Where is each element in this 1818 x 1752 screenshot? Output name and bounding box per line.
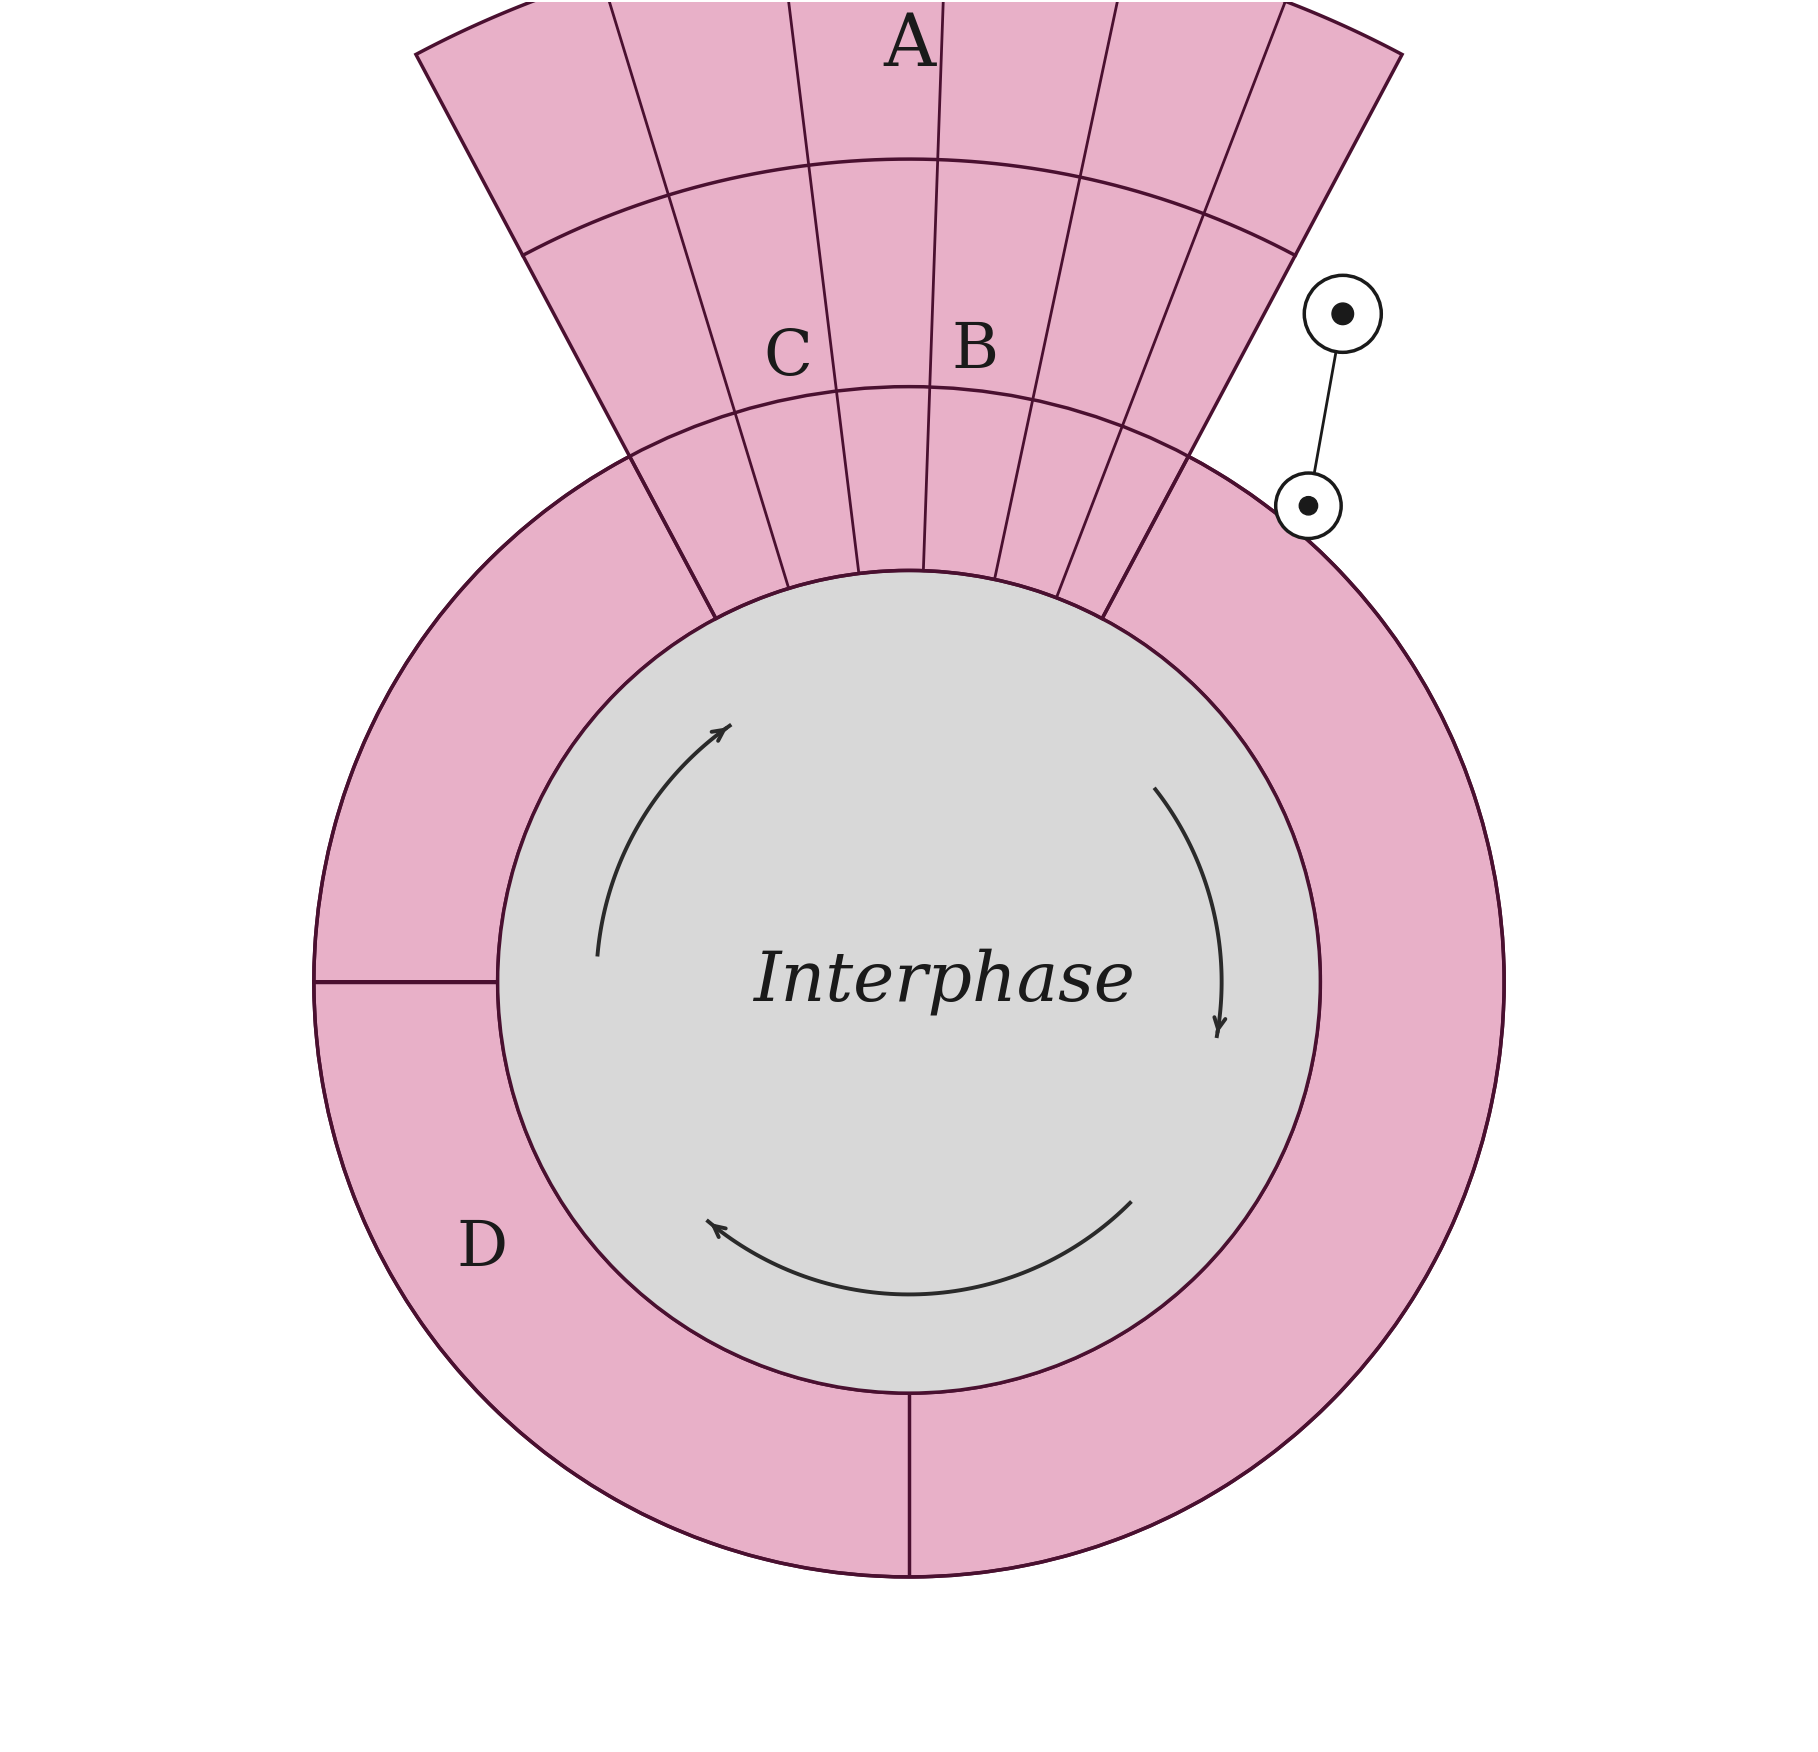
Circle shape <box>1276 473 1342 538</box>
Circle shape <box>1300 496 1318 515</box>
Text: C: C <box>764 328 813 389</box>
Text: D: D <box>456 1218 507 1279</box>
Polygon shape <box>416 0 1402 618</box>
Text: Interphase: Interphase <box>753 948 1134 1014</box>
Circle shape <box>1333 303 1354 324</box>
Circle shape <box>498 571 1320 1393</box>
Text: A: A <box>884 11 934 81</box>
Text: B: B <box>953 321 998 382</box>
Circle shape <box>1304 275 1382 352</box>
Polygon shape <box>315 387 1503 1577</box>
